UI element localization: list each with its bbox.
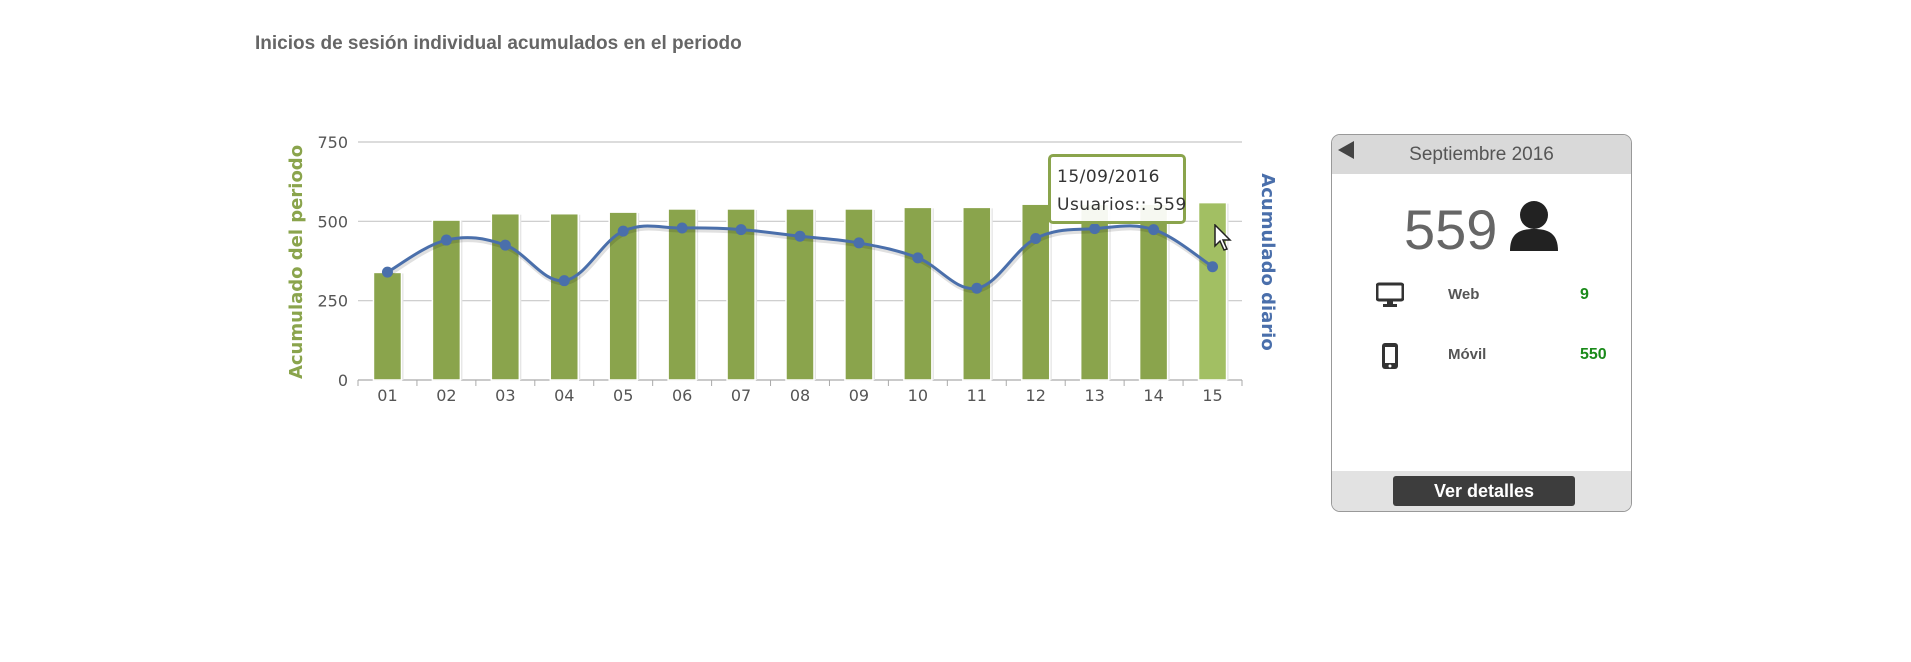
line-point-05[interactable] <box>617 225 629 237</box>
y-tick-label: 250 <box>317 292 348 311</box>
line-point-04[interactable] <box>558 275 570 287</box>
bar-02[interactable] <box>431 219 462 381</box>
bar-03[interactable] <box>490 212 521 381</box>
card-total-users: 559 <box>1404 198 1498 261</box>
x-tick-label: 08 <box>790 386 810 405</box>
metric-row-web: Web 9 <box>1332 276 1631 316</box>
line-point-02[interactable] <box>440 234 452 246</box>
x-tick-label: 01 <box>377 386 397 405</box>
logins-chart: 0 250 500 750 01 02 03 04 05 06 07 08 09 10 11 12 13 14 15… <box>286 133 1278 405</box>
x-tick-label: 11 <box>967 386 987 405</box>
card-header: Septiembre 2016 <box>1332 135 1631 174</box>
card-footer: Ver detalles <box>1332 471 1631 511</box>
line-point-06[interactable] <box>676 222 688 234</box>
tooltip-date: 15/09/2016 <box>1057 167 1160 187</box>
chart-axes: 0 250 500 750 01 02 03 04 05 06 07 08 09 10 11 12 13 14 15 <box>317 133 1243 405</box>
metric-value-web: 9 <box>1580 286 1589 303</box>
x-tick-label: 06 <box>672 386 692 405</box>
mobile-phone-icon <box>1382 343 1398 369</box>
summary-card: Septiembre 2016 559 Web 9 Móvil 550 Ver … <box>1331 134 1632 512</box>
line-point-12[interactable] <box>1030 232 1042 244</box>
x-tick-label: 13 <box>1084 386 1104 405</box>
metric-row-mobile: Móvil 550 <box>1332 336 1631 376</box>
line-point-07[interactable] <box>735 224 747 236</box>
x-tick-label: 09 <box>849 386 869 405</box>
metric-label-web: Web <box>1448 286 1480 303</box>
bar-06[interactable] <box>667 208 697 381</box>
previous-month-arrow-icon[interactable] <box>1338 141 1354 159</box>
line-point-09[interactable] <box>853 237 865 249</box>
line-point-10[interactable] <box>912 252 924 264</box>
user-icon <box>1510 201 1558 251</box>
bar-12[interactable] <box>1020 203 1051 381</box>
line-point-14[interactable] <box>1148 224 1160 236</box>
chart-line <box>381 222 1219 294</box>
line-point-11[interactable] <box>971 282 983 294</box>
card-month: Septiembre 2016 <box>1409 144 1554 165</box>
x-tick-label: 07 <box>731 386 751 405</box>
x-tick-label: 05 <box>613 386 633 405</box>
see-details-button[interactable]: Ver detalles <box>1393 476 1575 506</box>
tooltip-value: Usuarios:: 559 <box>1057 195 1187 215</box>
metric-value-mobile: 550 <box>1580 346 1607 363</box>
mouse-cursor-icon <box>1214 224 1232 251</box>
line-point-01[interactable] <box>381 266 393 278</box>
x-tick-label: 04 <box>554 386 574 405</box>
bar-04[interactable] <box>549 212 580 381</box>
y-tick-label: 750 <box>317 133 348 152</box>
page-title: Inicios de sesión individual acumulados … <box>255 33 742 54</box>
bar-09[interactable] <box>844 208 874 381</box>
bar-05[interactable] <box>608 211 638 381</box>
line-point-15[interactable] <box>1207 261 1219 273</box>
metric-label-mobile: Móvil <box>1448 346 1487 363</box>
y-tick-label: 0 <box>338 371 348 390</box>
monitor-icon <box>1376 282 1404 307</box>
y-axis-title-right: Acumulado diario <box>1257 173 1278 350</box>
x-tick-label: 10 <box>908 386 928 405</box>
line-point-13[interactable] <box>1089 223 1101 235</box>
x-tick-label: 02 <box>436 386 456 405</box>
line-point-03[interactable] <box>499 239 511 251</box>
x-tick-label: 15 <box>1202 386 1222 405</box>
x-tick-label: 12 <box>1026 386 1046 405</box>
bar-01[interactable] <box>372 271 403 381</box>
line-point-08[interactable] <box>794 230 806 242</box>
y-axis-title-left: Acumulado del periodo <box>286 145 307 379</box>
chart-tooltip: 15/09/2016 Usuarios:: 559 <box>1048 154 1186 224</box>
x-tick-label: 14 <box>1143 386 1163 405</box>
x-tick-label: 03 <box>495 386 515 405</box>
y-tick-label: 500 <box>317 212 348 231</box>
bar-07[interactable] <box>726 208 756 381</box>
bar-10[interactable] <box>903 206 933 381</box>
